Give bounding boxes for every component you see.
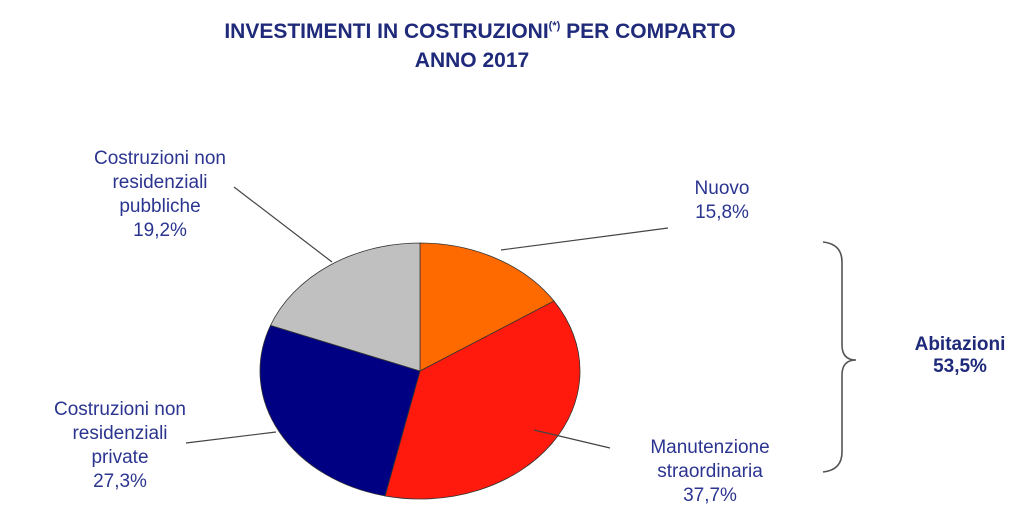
- leader-line-2: [533, 429, 611, 449]
- slice-label-line: straordinaria: [657, 461, 763, 482]
- slice-label-line: pubbliche: [119, 196, 200, 217]
- slice-value-4: 19,2%: [133, 220, 187, 241]
- slice-labels: Nuovo 15,8% Manutenzione straordinaria 37,7%…: [54, 148, 770, 506]
- leader-lines: [185, 186, 669, 449]
- slice-label-2: Manutenzione straordinaria 37,7%: [650, 437, 769, 506]
- slice-label-line: private: [91, 447, 148, 468]
- slice-label-3: Costruzioni non residenziali private 27,3%: [54, 399, 186, 492]
- chart-title-main: INVESTIMENTI IN COSTRUZIONI: [224, 20, 548, 43]
- slice-label-line: residenziali: [112, 172, 207, 193]
- abitazioni-value: 53,5%: [933, 356, 987, 377]
- abitazioni-label: Abitazioni: [915, 334, 1006, 355]
- pie-slice-4: [269, 242, 421, 372]
- leader-line-1: [500, 227, 669, 251]
- abitazioni-brace: [822, 241, 857, 473]
- chart-subtitle: ANNO 2017: [415, 49, 529, 72]
- slice-label-line: Costruzioni non: [54, 399, 186, 420]
- chart-title: INVESTIMENTI IN COSTRUZIONI(*) PER COMPA…: [224, 20, 735, 43]
- slice-label-line: residenziali: [72, 423, 167, 444]
- leader-line-4: [233, 186, 333, 263]
- slice-value-2: 37,7%: [683, 485, 737, 506]
- slice-value-1: 15,8%: [695, 202, 749, 223]
- pie-slice-1: [419, 242, 555, 372]
- leader-line-3: [185, 431, 277, 444]
- pie-slice-3: [259, 324, 421, 497]
- slice-label-line: Costruzioni non: [94, 148, 226, 169]
- pie-slices: [259, 242, 581, 500]
- pie-slice-2: [384, 300, 581, 500]
- chart-title-sup: (*): [549, 20, 561, 32]
- chart-title-rest: PER COMPARTO: [560, 20, 735, 43]
- slice-label-4: Costruzioni non residenziali pubbliche 19,2…: [94, 148, 226, 241]
- slice-value-3: 27,3%: [93, 471, 147, 492]
- slice-label-line: Manutenzione: [650, 437, 769, 458]
- slice-label-1: Nuovo 15,8%: [695, 178, 750, 223]
- slice-label-line: Nuovo: [695, 178, 750, 199]
